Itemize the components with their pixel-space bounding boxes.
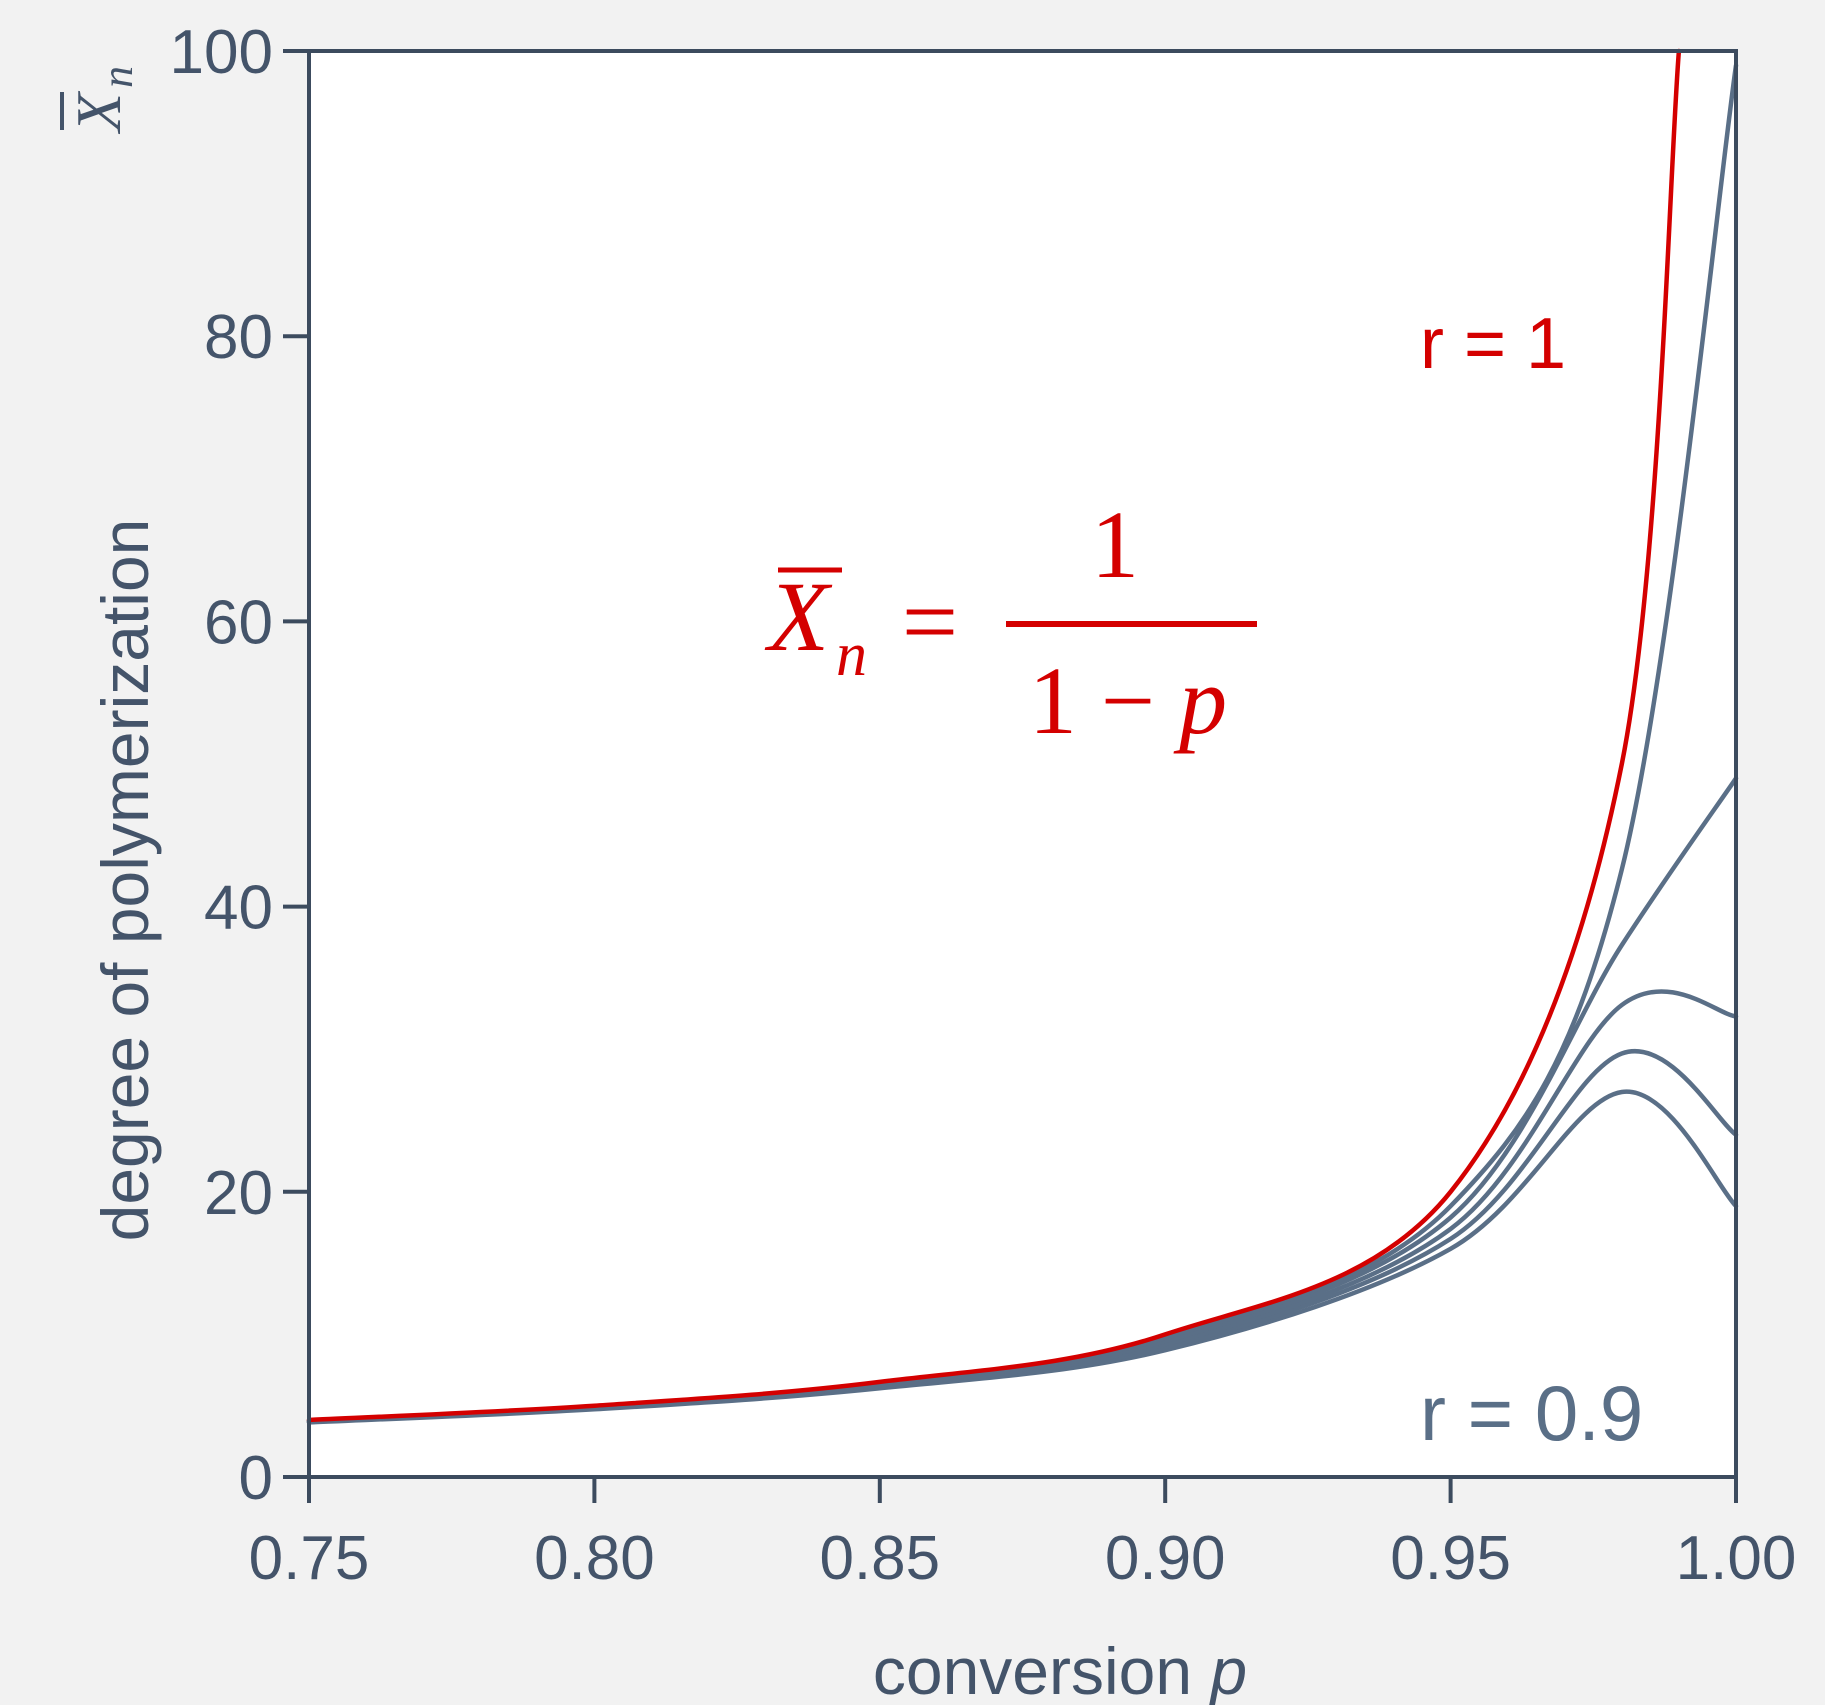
y-tick-label-5: 100 [170, 18, 273, 87]
formula-denominator-var: p [1173, 647, 1227, 754]
x-tick-label-5: 1.00 [1676, 1524, 1797, 1593]
plot-frame [307, 49, 1738, 1479]
series-label-r-0-9: r = 0.9 [1420, 1369, 1643, 1457]
formula-lhs: X [764, 561, 833, 672]
series-line-0 [306, 48, 1682, 1423]
formula-denominator-minus: − [1101, 647, 1155, 754]
series-lines [306, 48, 1739, 1425]
plot-area [309, 51, 1736, 1477]
y-axis-symbol-base: X [63, 90, 134, 135]
tick-labels: 0.75 0.80 0.85 0.90 0.95 1.00 0 20 40 60 80 100 [170, 18, 1797, 1593]
formula-numerator: 1 [1091, 491, 1139, 598]
y-axis-symbol: X n [60, 66, 142, 135]
y-tick-label-0: 0 [239, 1444, 273, 1513]
x-tick-label-0: 0.75 [249, 1524, 370, 1593]
y-tick-label-4: 80 [204, 303, 273, 372]
y-tick-label-2: 40 [204, 874, 273, 943]
x-tick-label-3: 0.90 [1105, 1524, 1226, 1593]
formula-denominator-one: 1 [1029, 647, 1077, 754]
x-axis-title-text: conversion [873, 1634, 1192, 1705]
formula-lhs-sub: n [836, 621, 867, 689]
formula: X n = 1 1 − p [764, 491, 1257, 754]
axis-ticks [283, 49, 1738, 1503]
x-tick-label-4: 0.95 [1390, 1524, 1511, 1593]
y-tick-label-3: 60 [204, 588, 273, 657]
x-axis-title: conversion p [873, 1634, 1247, 1705]
y-tick-label-1: 20 [204, 1159, 273, 1228]
y-axis-title: degree of polymerization [88, 519, 162, 1242]
x-tick-label-2: 0.85 [819, 1524, 940, 1593]
x-axis-variable: p [1208, 1634, 1247, 1705]
formula-equals: = [902, 566, 958, 677]
x-tick-label-1: 0.80 [534, 1524, 655, 1593]
formula-denominator: 1 − p [1029, 647, 1227, 754]
series-label-r-1: r = 1 [1420, 304, 1566, 384]
y-axis-symbol-sub: n [93, 66, 142, 88]
